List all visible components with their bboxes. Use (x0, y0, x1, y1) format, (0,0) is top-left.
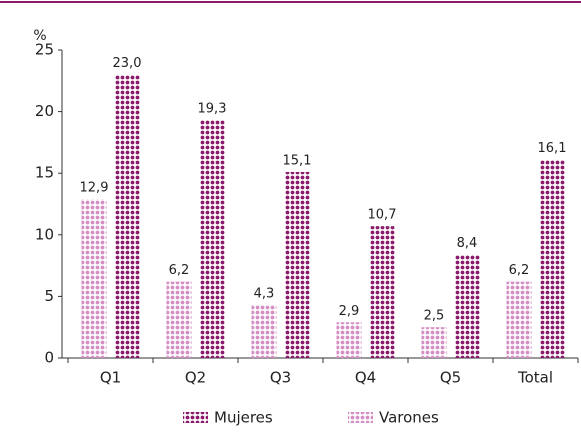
x-tick-label: Q2 (185, 369, 206, 387)
y-tick-label: 15 (35, 164, 54, 182)
bar (284, 171, 310, 358)
bar (539, 159, 565, 358)
x-tick-label: Q4 (355, 369, 376, 387)
value-label: 2,5 (424, 309, 445, 324)
legend-label: Mujeres (214, 409, 273, 427)
y-tick-label: 5 (44, 287, 54, 305)
legend-swatch (183, 412, 208, 423)
bar (114, 74, 140, 358)
bar (251, 305, 277, 358)
value-label: 15,1 (283, 153, 312, 168)
value-label: 10,7 (368, 208, 397, 223)
y-axis-label: % (33, 28, 46, 44)
y-tick-label: 10 (35, 225, 54, 243)
value-label: 19,3 (198, 102, 227, 117)
y-tick-label: 0 (44, 349, 54, 367)
bar (506, 281, 532, 358)
bar (166, 281, 192, 358)
value-label: 23,0 (113, 56, 142, 71)
bar (336, 322, 362, 358)
value-label: 16,1 (538, 141, 567, 156)
bar (454, 254, 480, 358)
value-label: 8,4 (457, 236, 478, 251)
x-tick-label: Q5 (440, 369, 461, 387)
y-tick-label: 20 (35, 102, 54, 120)
y-tick-label: 25 (35, 41, 54, 59)
value-label: 12,9 (80, 181, 109, 196)
legend-label: Varones (379, 409, 439, 427)
value-label: 4,3 (254, 287, 275, 302)
x-tick-label: Q1 (100, 369, 121, 387)
bar (199, 120, 225, 358)
x-tick-label: Q3 (270, 369, 291, 387)
bar (81, 199, 107, 358)
x-tick-label: Total (517, 369, 553, 387)
bar (421, 327, 447, 358)
value-label: 6,2 (509, 263, 530, 278)
bar (369, 226, 395, 358)
value-label: 2,9 (339, 304, 360, 319)
legend-swatch (348, 412, 373, 423)
value-label: 6,2 (169, 263, 190, 278)
